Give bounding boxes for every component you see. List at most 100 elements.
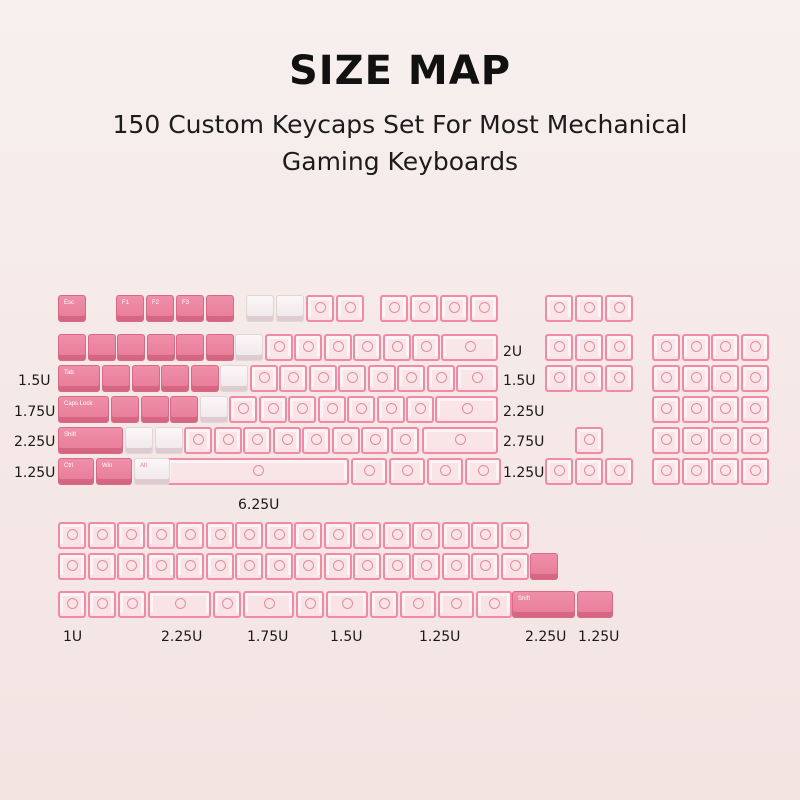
keycap-extra-2-12-legend: Shift [518, 596, 531, 602]
keycap-f3-legend: F3 [182, 300, 190, 306]
keycap-extra-1-15 [500, 553, 529, 580]
keycap-nav-10 [605, 458, 633, 485]
size-label-enter: 2.25U [503, 404, 545, 420]
keycap-right-shift [422, 427, 498, 454]
keycap-numpad-0-1 [681, 334, 710, 361]
keycap-caps-row-6 [258, 396, 287, 423]
keycap-f7 [306, 295, 334, 322]
keycap-alt: Alt [134, 458, 170, 485]
keycap-shift-row-6 [272, 427, 301, 454]
page-title: SIZE MAP [288, 48, 512, 94]
keycap-extra-2-11 [476, 591, 512, 618]
keycap-extra-1-12 [412, 553, 440, 580]
size-label-extra-1-75u: 1.75U [247, 629, 289, 645]
keycap-left-shift-legend: Shift [64, 432, 77, 438]
keycap-extra-0-14 [471, 522, 499, 549]
keycap-nav-6 [605, 365, 633, 392]
keycap-extra-2-6 [296, 591, 324, 618]
keycap-extra-1-9 [323, 553, 352, 580]
size-label-backslash: 1.5U [503, 373, 536, 389]
keycap-f3: F3 [176, 295, 204, 322]
keycap-spacebar [166, 458, 349, 485]
keycap-extra-0-0 [58, 522, 86, 549]
keycap-extra-1-11 [382, 553, 411, 580]
keycap-right-ctrl [465, 458, 501, 485]
keycap-extra-0-9 [323, 522, 352, 549]
keycap-extra-2-8 [370, 591, 398, 618]
keycap-extra-0-11 [382, 522, 411, 549]
keycap-numpad-2-2 [711, 396, 739, 423]
keycap-shift-row-8 [331, 427, 360, 454]
keycap-number-8 [264, 334, 293, 361]
keycap-f4 [206, 295, 234, 322]
keycap-caps-row-1 [111, 396, 139, 423]
keycap-nav-7 [575, 427, 603, 454]
keycap-nav-top-1 [545, 295, 573, 322]
keycap-extra-0-3 [146, 522, 175, 549]
keycap-esc: Esc [58, 295, 86, 322]
keycap-extra-1-3 [146, 553, 175, 580]
keycap-nav-8 [545, 458, 573, 485]
keycap-extra-2-4 [213, 591, 241, 618]
keycap-extra-apple [530, 553, 558, 580]
size-label-right-ctrl: 1.25U [503, 465, 545, 481]
keycap-number-9 [294, 334, 322, 361]
keycap-numpad-2-3 [740, 396, 769, 423]
size-label-caps: 1.75U [14, 404, 56, 420]
keycap-caps-row-5 [229, 396, 257, 423]
keycap-esc-legend: Esc [64, 300, 75, 306]
keycap-nav-2 [575, 334, 603, 361]
keycap-number-1 [58, 334, 86, 361]
keycap-extra-0-6 [235, 522, 263, 549]
keycap-extra-1-0 [58, 553, 86, 580]
keycap-extra-2-3 [148, 591, 211, 618]
size-label-tab: 1.5U [18, 373, 51, 389]
keycap-shift-row-10 [390, 427, 419, 454]
keycap-tab-row-7 [279, 365, 307, 392]
keycap-tab-row-4 [190, 365, 219, 392]
keycap-number-5 [176, 334, 204, 361]
keycap-f5 [246, 295, 274, 322]
keycap-alt-legend: Alt [140, 463, 148, 469]
keycap-f2: F2 [146, 295, 174, 322]
keycap-nav-5 [575, 365, 603, 392]
keycap-extra-0-7 [264, 522, 293, 549]
keycap-numpad-3-1 [681, 427, 710, 454]
keycap-number-12 [382, 334, 411, 361]
keycap-f1: F1 [116, 295, 144, 322]
keycap-win: Win [96, 458, 132, 485]
keycap-extra-0-13 [441, 522, 470, 549]
size-label-left-ctrl: 1.25U [14, 465, 56, 481]
keycap-extra-2-12: Shift [512, 591, 575, 618]
keycap-numpad-2-0 [652, 396, 680, 423]
keycap-shift-row-7 [302, 427, 330, 454]
keycap-left-ctrl: Ctrl [58, 458, 94, 485]
keycap-extra-0-12 [412, 522, 440, 549]
keycap-shift-row-5 [243, 427, 271, 454]
keycap-nav-4 [545, 365, 573, 392]
size-label-extra-1u: 1U [63, 629, 83, 645]
keycap-extra-1-8 [294, 553, 322, 580]
keycap-numpad-4-1 [681, 458, 710, 485]
keycap-f11 [440, 295, 468, 322]
keycap-numpad-1-1 [681, 365, 710, 392]
keycap-extra-0-10 [353, 522, 381, 549]
keycap-numpad-0-0 [652, 334, 680, 361]
keycap-shift-row-3 [184, 427, 212, 454]
size-label-extra-last: 1.25U [578, 629, 620, 645]
keycap-backslash [456, 365, 498, 392]
keycap-numpad-1-2 [711, 365, 739, 392]
keycap-number-7 [235, 334, 263, 361]
keycap-extra-1-14 [471, 553, 499, 580]
keycap-number-11 [353, 334, 381, 361]
keycap-f12 [470, 295, 498, 322]
keycap-number-2 [87, 334, 116, 361]
keycap-extra-2-9 [400, 591, 436, 618]
keycap-extra-2-7 [326, 591, 368, 618]
size-label-backspace: 2U [503, 344, 523, 360]
keycap-caps-row-11 [406, 396, 434, 423]
keycap-number-10 [323, 334, 352, 361]
keycap-shift-row-2 [154, 427, 183, 454]
keycap-numpad-0-2 [711, 334, 739, 361]
keycap-f9 [380, 295, 408, 322]
